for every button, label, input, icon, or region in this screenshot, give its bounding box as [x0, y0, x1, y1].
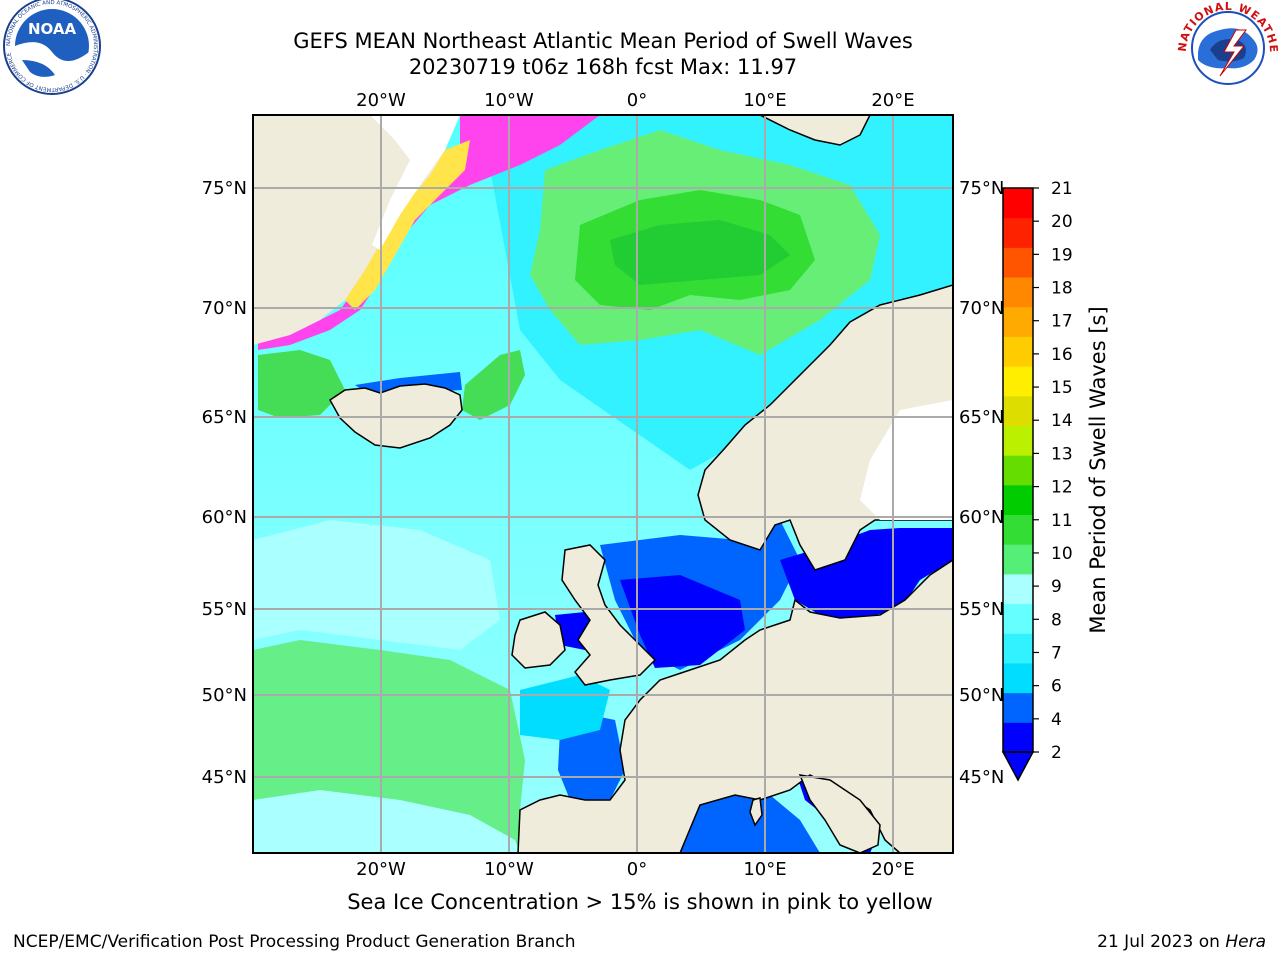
colorbar-tick-label: 11: [1051, 511, 1073, 531]
colorbar-tick-label: 20: [1051, 212, 1073, 232]
lat-label-right: 70°N: [959, 298, 1004, 319]
colorbar-tick-label: 6: [1051, 677, 1062, 697]
lat-label-right: 55°N: [959, 599, 1004, 620]
lon-label-bottom: 20°W: [356, 859, 406, 880]
colorbar-frame: [1002, 187, 1034, 753]
noaa-logo: NOAA NATIONAL OCEANIC AND ATMOSPHERIC AD…: [3, 0, 101, 95]
footer-credit: NCEP/EMC/Verification Post Processing Pr…: [13, 932, 576, 952]
colorbar-tick-label: 12: [1051, 478, 1073, 498]
footer-date-text: 21 Jul 2023 on: [1097, 932, 1226, 952]
swell-band-green-west: [258, 350, 345, 418]
colorbar-segment: [1003, 425, 1033, 456]
lat-label-left: 55°N: [202, 599, 247, 620]
swell-band-aqua-south: [253, 790, 520, 853]
nws-logo: NATIONAL WEATHER SERVICE: [0, 0, 1280, 97]
land-corsica: [749, 797, 763, 827]
map-panel: [253, 115, 953, 853]
swell-band-aqua-mid: [253, 520, 500, 650]
colorbar-tick-label: 17: [1051, 312, 1073, 332]
swell-band-blue-med: [680, 790, 820, 853]
colorbar-tick-label: 16: [1051, 345, 1073, 365]
colorbar-tick-label: 2: [1051, 743, 1062, 763]
land-sweden-ice-free: [860, 400, 953, 520]
land-italy: [798, 774, 881, 853]
colorbar-segment: [1003, 722, 1033, 753]
lon-label-bottom: 20°E: [871, 859, 914, 880]
footer-machine: Hera: [1225, 932, 1266, 952]
map-frame: [252, 114, 954, 854]
colorbar-tick-label: 7: [1051, 643, 1062, 663]
sea-ice-pink: [258, 115, 600, 350]
colorbar-segment: [1003, 306, 1033, 337]
lat-label-right: 65°N: [959, 407, 1004, 428]
colorbar-tick-label: 8: [1051, 610, 1062, 630]
land-ireland: [511, 611, 566, 669]
colorbar-tick-label: 21: [1051, 179, 1073, 199]
colorbar-segment: [1003, 188, 1033, 219]
land-svalbard: [759, 115, 871, 146]
nws-logo-ring-text: NATIONAL WEATHER SERVICE: [0, 0, 1279, 54]
colorbar-segment: [1003, 336, 1033, 367]
colorbar-tick-label: 18: [1051, 279, 1073, 299]
colorbar-segment: [1003, 455, 1033, 486]
colorbar-tick-label: 19: [1051, 245, 1073, 265]
lat-label-left: 75°N: [202, 178, 247, 199]
colorbar-segment: [1003, 247, 1033, 278]
lon-label-bottom: 0°: [627, 859, 647, 880]
chart-subtitle: 20230719 t06z 168h fcst Max: 11.97: [408, 55, 798, 79]
lat-label-left: 65°N: [202, 407, 247, 428]
lat-label-left: 60°N: [202, 507, 247, 528]
chart-title: GEFS MEAN Northeast Atlantic Mean Period…: [293, 29, 913, 53]
lon-label-top: 10°W: [484, 90, 534, 111]
colorbar-segment: [1003, 514, 1033, 545]
colorbar-segment: [1003, 366, 1033, 397]
colorbar-segment: [1003, 277, 1033, 308]
graticule: [253, 115, 953, 853]
colorbar-segment: [1003, 692, 1033, 723]
lat-label-right: 75°N: [959, 178, 1004, 199]
colorbar-tick-label: 10: [1051, 544, 1073, 564]
lat-label-right: 50°N: [959, 685, 1004, 706]
noaa-logo-text: NOAA: [28, 20, 77, 38]
colorbar-segment: [1003, 662, 1033, 694]
lat-label-right: 45°N: [959, 767, 1004, 788]
lon-label-top: 20°W: [356, 90, 406, 111]
svg-text:NATIONAL WEATHER SERVICE: NATIONAL WEATHER SERVICE: [0, 0, 1280, 54]
lon-label-top: 0°: [627, 90, 647, 111]
colorbar-extend-triangle: [1001, 751, 1035, 782]
lat-label-left: 45°N: [202, 767, 247, 788]
colorbar-tick-label: 9: [1051, 577, 1062, 597]
colorbar-tick-label: 13: [1051, 444, 1073, 464]
colorbar-segment: [1003, 217, 1033, 248]
colorbar: 2 4 6 7 8 9 10 11 12 13 14 15 16 17 18 19 20 21: [1001, 179, 1073, 782]
lon-label-top: 10°E: [743, 90, 786, 111]
colorbar-segment: [1003, 544, 1033, 575]
lon-label-bottom: 10°E: [743, 859, 786, 880]
sea-ice-note: Sea Ice Concentration > 15% is shown in …: [347, 890, 933, 914]
sea-ice-yellow: [345, 140, 470, 310]
lon-label-top: 20°E: [871, 90, 914, 111]
colorbar-segment: [1003, 484, 1033, 516]
colorbar-segment: [1003, 395, 1033, 426]
land-great-britain: [561, 544, 657, 686]
colorbar-tick-label: 15: [1051, 378, 1073, 398]
colorbar-segment: [1003, 633, 1033, 664]
lat-label-left: 50°N: [202, 685, 247, 706]
lat-label-right: 60°N: [959, 507, 1004, 528]
footer-date: 21 Jul 2023 on Hera: [1097, 932, 1266, 952]
colorbar-segment: [1003, 603, 1033, 634]
swell-band-green-core2: [610, 220, 790, 285]
colorbar-label: Mean Period of Swell Waves [s]: [1086, 306, 1110, 633]
lon-label-bottom: 10°W: [484, 859, 534, 880]
colorbar-tick-label: 4: [1051, 710, 1062, 730]
colorbar-tick-label: 14: [1051, 411, 1073, 431]
swell-band-cyan-channel: [520, 675, 610, 740]
land-greenland-icecap: [370, 115, 460, 250]
swell-band-darkblue-northsea: [620, 575, 745, 668]
lat-label-left: 70°N: [202, 298, 247, 319]
colorbar-segment: [1003, 573, 1033, 605]
